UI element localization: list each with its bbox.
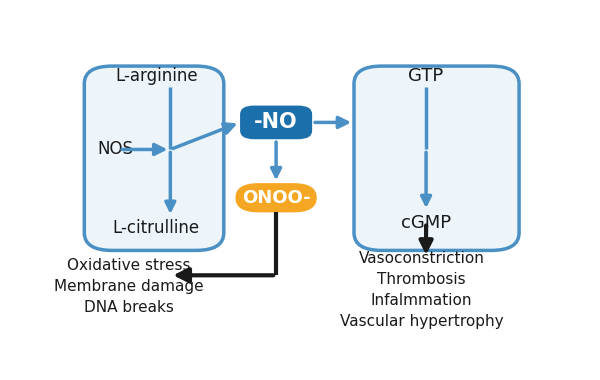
Text: Oxidative stress
Membrane damage
DNA breaks: Oxidative stress Membrane damage DNA bre… <box>53 258 203 315</box>
Text: Vasoconstriction
Thrombosis
Infalmmation
Vascular hypertrophy: Vasoconstriction Thrombosis Infalmmation… <box>340 251 503 329</box>
FancyBboxPatch shape <box>84 66 224 250</box>
FancyBboxPatch shape <box>240 106 312 139</box>
Text: cGMP: cGMP <box>401 214 451 232</box>
Text: NOS: NOS <box>97 141 133 158</box>
Text: -NO: -NO <box>254 112 298 132</box>
Text: L-citrulline: L-citrulline <box>113 220 200 238</box>
FancyBboxPatch shape <box>354 66 519 250</box>
Text: ONOO-: ONOO- <box>242 189 310 207</box>
Text: GTP: GTP <box>409 67 444 86</box>
Text: L-arginine: L-arginine <box>115 67 197 86</box>
FancyBboxPatch shape <box>235 183 317 212</box>
